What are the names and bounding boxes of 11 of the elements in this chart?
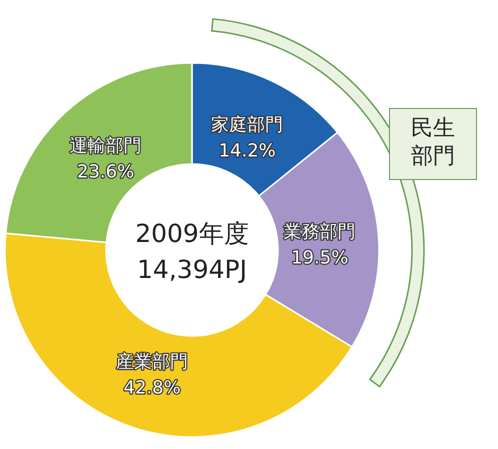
text: 14,394PJ [137, 255, 247, 284]
data-label: 19.5% [291, 247, 348, 268]
text: 2009年度 [135, 219, 249, 248]
data-label: 23.6% [77, 162, 134, 183]
slice-label: 産業部門 [116, 352, 188, 373]
data-label: 42.8% [124, 378, 181, 399]
data-label: 14.2% [218, 140, 276, 162]
slice-label: 業務部門 [284, 221, 356, 242]
slice-label: 運輸部門 [70, 136, 142, 157]
text: 民生部門 [389, 108, 477, 180]
slice-label: 家庭部門 [211, 114, 284, 136]
